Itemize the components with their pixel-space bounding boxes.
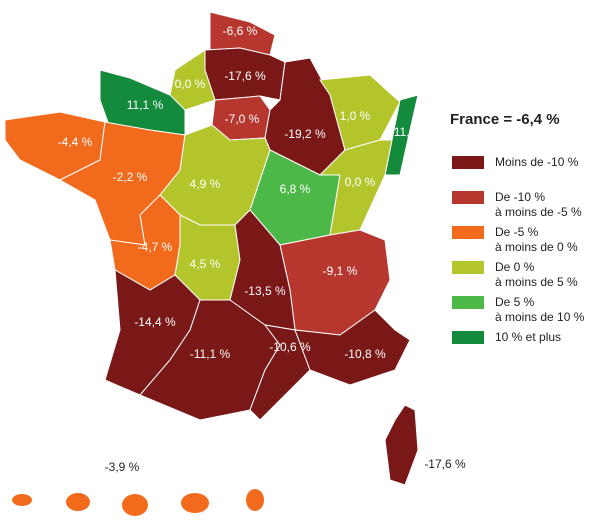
region-labels: -6,6 % -17,6 % 0,0 % 11,1 % -7,0 % -19,2 % 1,0… <box>58 24 466 474</box>
legend: Moins de -10 % De -10 %à moins de -5 % De … <box>452 155 585 344</box>
region-label: 4,9 % <box>190 177 221 191</box>
overseas-territory <box>122 494 148 516</box>
region-label: -10,8 % <box>344 347 386 361</box>
region <box>294 309 411 386</box>
overseas-territory <box>181 493 209 513</box>
legend-label: Moins de -10 % <box>495 155 579 169</box>
map-title: France = -6,4 % <box>450 111 560 128</box>
region-label: -10,6 % <box>269 340 311 354</box>
legend-label: De 5 % <box>495 295 535 309</box>
legend-label: De -10 % <box>495 190 545 204</box>
legend-label: De 0 % <box>495 260 535 274</box>
region-label: 1,0 % <box>340 109 371 123</box>
legend-swatch <box>452 331 484 344</box>
legend-label: à moins de 5 % <box>495 275 578 289</box>
region-label: -14,4 % <box>134 315 176 329</box>
region-label: -9,1 % <box>323 264 358 278</box>
region-label: -19,2 % <box>284 127 326 141</box>
legend-label: De -5 % <box>495 225 539 239</box>
overseas-territory <box>66 493 90 511</box>
region-label: -13,5 % <box>244 284 286 298</box>
overseas-territory <box>246 489 264 511</box>
region-label: 6,8 % <box>280 182 311 196</box>
region-label: -4,7 % <box>138 240 173 254</box>
region-label: -17,6 % <box>424 457 466 471</box>
region-label: 4,5 % <box>190 257 221 271</box>
legend-swatch <box>452 226 484 239</box>
region-label: -2,2 % <box>113 170 148 184</box>
region-label: -3,9 % <box>105 460 140 474</box>
region-label: -7,0 % <box>225 112 260 126</box>
legend-label: à moins de 0 % <box>495 240 578 254</box>
region-label: -17,6 % <box>224 69 266 83</box>
legend-swatch <box>452 191 484 204</box>
region-label: 0,0 % <box>175 77 206 91</box>
region-label: -6,6 % <box>223 24 258 38</box>
legend-label: à moins de -5 % <box>495 205 582 219</box>
legend-swatch <box>452 296 484 309</box>
region-label: 0,0 % <box>345 175 376 189</box>
region-label: 11,1 % <box>127 98 164 112</box>
region-label: -4,4 % <box>58 135 93 149</box>
legend-label: à moins de 10 % <box>495 310 585 324</box>
legend-swatch <box>452 156 484 169</box>
region-label: 11,8 % <box>394 125 431 139</box>
legend-swatch <box>452 261 484 274</box>
region-label: -11,1 % <box>190 347 231 361</box>
regions <box>4 11 419 516</box>
region <box>384 404 419 486</box>
overseas-territory <box>12 494 32 506</box>
legend-label: 10 % et plus <box>495 330 561 344</box>
